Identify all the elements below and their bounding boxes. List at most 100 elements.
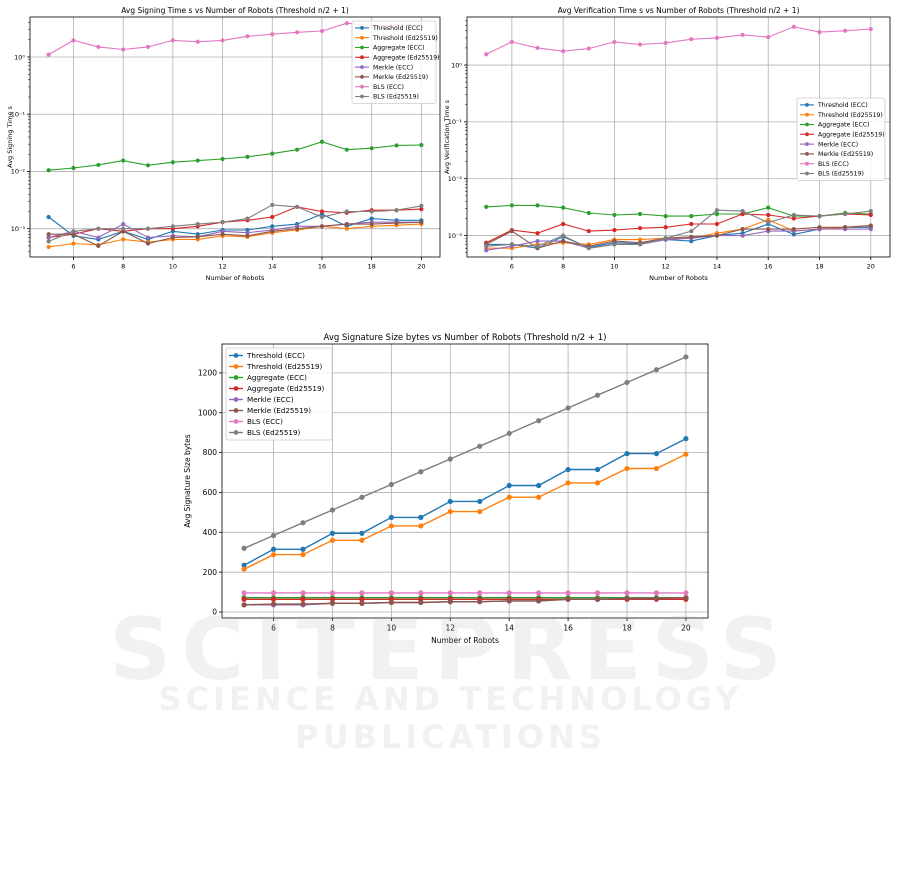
legend-label: BLS (ECC) [373,84,404,91]
data-point [594,466,601,473]
x-tick-label: 10 [610,263,618,271]
data-point [145,226,151,231]
legend-swatch-marker [233,408,239,413]
data-point [653,465,660,472]
x-tick-label: 14 [713,263,721,271]
data-point [195,222,200,227]
legend-entry: Threshold (Ed25519) [229,362,322,371]
data-point [241,545,247,551]
x-tick-label: 16 [318,263,326,271]
series-line [486,228,871,251]
data-point [241,562,247,568]
legend-swatch-marker [805,152,809,156]
chart-panel-2: 6 8 10 12 14 16 18 20 10⁻³ 10⁻² 10⁻¹ 10⁰ Avg Verific… [443,6,891,282]
data-point [245,230,250,235]
data-point [388,599,394,606]
data-point [96,243,101,249]
data-point [484,52,489,57]
data-point [394,208,399,213]
x-tick-label: 18 [815,263,823,271]
data-point [300,596,306,602]
legend-swatch-marker [233,353,239,358]
legend-label: BLS (ECC) [247,417,283,426]
data-point [241,602,247,608]
legend-label: Threshold (Ed25519) [817,112,883,119]
data-point [369,209,374,214]
series-line [485,26,871,55]
y-axis-label: Avg Signing Time s [6,106,14,168]
legend-label: Merkle (Ed25519) [247,406,311,415]
legend-entry: Merkle (Ed25519) [355,74,428,81]
data-point [612,39,617,45]
data-point [868,227,873,232]
series-line [48,204,422,242]
data-point [740,233,745,238]
data-point [653,595,660,602]
series-line [48,213,422,240]
data-point [388,514,394,520]
data-point [71,232,76,237]
data-point [195,39,200,44]
data-point [329,537,336,543]
legend-swatch-marker [360,65,364,69]
data-point [71,38,76,43]
data-point [817,225,822,230]
legend-frame [225,347,333,441]
legend-label: Threshold (ECC) [246,351,305,360]
data-point [561,49,566,54]
x-tick-label: 10 [387,624,397,633]
legend-label: Merkle (ECC) [818,141,858,148]
data-point [46,232,51,237]
x-tick-label: 6 [271,624,276,633]
legend-swatch-marker [233,386,239,391]
data-point [300,590,306,596]
data-point [565,405,571,411]
legend-label: Merkle (Ed25519) [373,74,428,81]
data-point [506,430,512,437]
data-point [295,204,300,210]
data-point [624,379,630,386]
series-line [243,453,687,570]
legend-entry: Threshold (ECC) [800,102,868,109]
data-point [740,211,745,217]
data-point [270,229,275,234]
legend-entry: Threshold (Ed25519) [355,35,438,42]
data-point [270,151,275,156]
data-point [663,40,668,46]
data-point [329,600,336,606]
x-tick-label: 6 [71,263,75,271]
data-point [637,242,643,247]
data-point [319,28,325,34]
data-point [359,530,365,536]
data-point [300,546,306,552]
series-line [48,223,422,248]
data-point [170,160,175,165]
data-point [843,28,848,33]
data-point [565,596,571,602]
legend-entry: BLS (ECC) [800,161,849,168]
data-point [714,211,720,217]
data-point [220,38,225,43]
data-point [96,44,101,50]
data-point [612,227,617,233]
data-point [612,238,617,244]
legend-label: BLS (Ed25519) [247,428,301,437]
data-point [300,601,306,607]
data-point [624,590,630,596]
data-point [270,214,275,220]
series-group [46,21,424,250]
data-point [637,226,643,231]
legend-swatch-marker [360,94,364,99]
data-point [586,46,591,51]
data-point [220,229,225,234]
data-point [46,244,51,250]
data-point [766,227,771,232]
legend-entry: Merkle (Ed25519) [229,406,311,415]
data-point [714,233,720,238]
data-point [594,590,601,596]
y-tick-label: 10⁻¹ [11,111,26,119]
x-tick-label: 10 [169,263,177,271]
data-point [241,596,247,602]
data-point [565,480,571,486]
data-point [447,599,453,605]
